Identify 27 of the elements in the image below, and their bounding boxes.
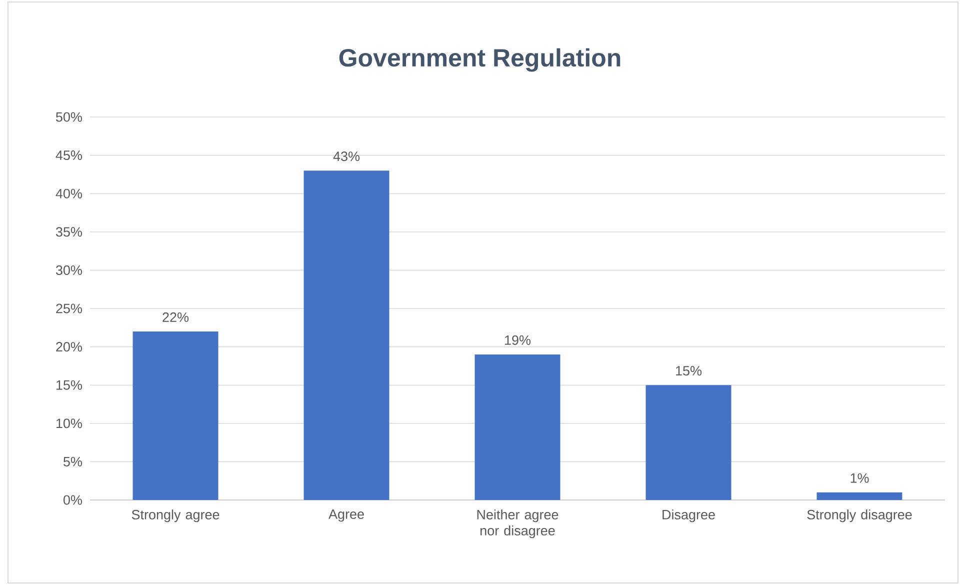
data-label: 19% <box>505 335 531 345</box>
x-tick-label: Strongly agree <box>132 510 220 522</box>
y-tick-label: 40% <box>56 188 82 198</box>
chart-title: Government Regulation <box>339 48 620 72</box>
x-tick-label: Strongly disagree <box>807 510 912 522</box>
data-label: 22% <box>162 312 189 322</box>
y-tick-label: 10% <box>56 418 82 428</box>
data-label: 15% <box>676 366 702 376</box>
bar <box>646 385 732 500</box>
bar <box>132 331 218 500</box>
y-tick-label: 15% <box>56 380 82 390</box>
bar <box>304 170 390 500</box>
y-tick-label: 30% <box>56 265 82 275</box>
x-tick-label: Disagree <box>662 510 715 522</box>
bar <box>816 492 902 500</box>
x-tick-label: Agree <box>328 510 364 522</box>
y-tick-label: 20% <box>56 342 82 352</box>
y-tick-label: 5% <box>63 456 82 466</box>
y-tick-label: 50% <box>56 112 82 122</box>
bar <box>474 354 560 500</box>
x-tick-label: Neither agree nor disagree <box>477 510 558 538</box>
y-tick-label: 0% <box>63 495 82 505</box>
data-label: 1% <box>850 473 869 483</box>
y-tick-label: 25% <box>56 304 82 314</box>
y-tick-label: 45% <box>56 150 82 160</box>
y-tick-label: 35% <box>56 227 82 237</box>
data-label: 43% <box>333 152 360 162</box>
